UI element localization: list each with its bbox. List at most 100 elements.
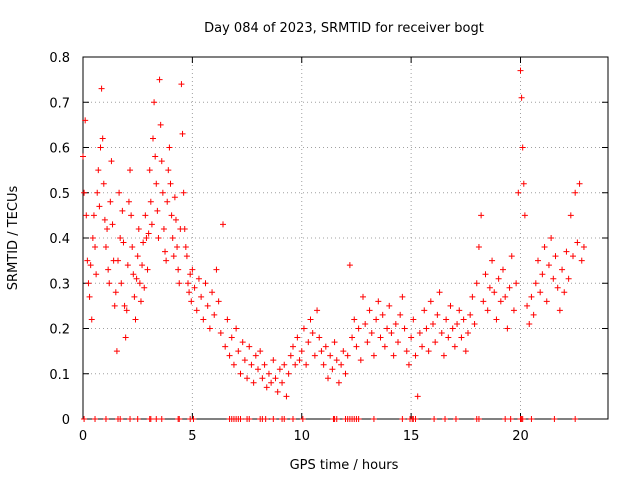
data-point xyxy=(552,253,559,260)
data-point xyxy=(440,352,447,359)
chart-title: Day 084 of 2023, SRMTID for receiver bog… xyxy=(204,21,484,36)
data-point xyxy=(123,307,130,314)
data-point xyxy=(493,316,500,323)
data-point xyxy=(386,302,393,309)
data-point xyxy=(532,280,539,287)
data-point xyxy=(156,76,163,83)
data-point xyxy=(92,244,99,251)
data-point xyxy=(171,194,178,201)
data-point xyxy=(377,334,384,341)
y-tick-label: 0.5 xyxy=(49,187,70,202)
data-point xyxy=(436,289,443,296)
data-point xyxy=(127,416,134,422)
data-point xyxy=(215,298,222,305)
x-axis-label: GPS time / hours xyxy=(290,458,399,473)
data-point xyxy=(141,284,148,291)
data-point xyxy=(168,212,175,219)
data-point xyxy=(524,302,531,309)
data-point xyxy=(482,271,489,278)
data-point xyxy=(102,244,109,251)
data-point xyxy=(285,370,292,377)
data-point xyxy=(333,416,340,422)
data-point xyxy=(283,393,290,400)
data-point xyxy=(172,216,179,223)
data-point xyxy=(497,298,504,305)
data-point xyxy=(384,325,391,332)
data-point xyxy=(262,416,269,422)
data-point xyxy=(309,330,316,337)
data-point xyxy=(99,135,106,142)
data-point xyxy=(164,198,171,205)
data-point xyxy=(165,167,172,174)
data-point xyxy=(92,416,99,422)
data-point xyxy=(390,352,397,359)
data-point xyxy=(224,316,231,323)
data-point xyxy=(104,225,111,232)
y-tick-label: 0.8 xyxy=(49,51,70,66)
data-point xyxy=(366,307,373,314)
data-point xyxy=(548,235,555,241)
data-point xyxy=(351,316,358,323)
data-point xyxy=(296,357,303,364)
data-point xyxy=(421,307,428,314)
y-tick-label: 0.7 xyxy=(49,96,70,111)
data-point xyxy=(146,167,153,174)
data-point xyxy=(102,416,109,422)
data-point xyxy=(431,416,438,422)
data-point xyxy=(143,235,150,241)
data-point xyxy=(121,302,128,309)
data-point xyxy=(105,266,112,273)
data-point xyxy=(480,298,487,305)
data-point xyxy=(178,81,185,88)
data-point xyxy=(86,293,93,300)
data-point xyxy=(84,257,91,264)
x-tick-label: 10 xyxy=(293,429,310,444)
data-point xyxy=(454,320,461,327)
data-point xyxy=(252,352,259,359)
data-point xyxy=(563,248,570,255)
data-point xyxy=(200,316,207,323)
data-point xyxy=(111,302,118,309)
data-point xyxy=(167,180,174,187)
data-point xyxy=(506,284,513,291)
data-point xyxy=(237,416,244,422)
data-point xyxy=(174,244,181,251)
data-point xyxy=(181,225,188,232)
data-point xyxy=(261,361,268,368)
data-point xyxy=(190,416,197,422)
data-point xyxy=(158,416,165,422)
data-point xyxy=(484,307,491,314)
y-tick-label: 0.2 xyxy=(49,323,70,338)
data-point xyxy=(265,370,272,377)
data-point xyxy=(507,416,514,422)
data-point xyxy=(462,348,469,355)
data-point xyxy=(193,307,200,314)
data-point xyxy=(530,311,537,318)
data-point xyxy=(550,275,557,282)
data-point xyxy=(338,361,345,368)
data-point xyxy=(401,325,408,332)
x-tick-label: 0 xyxy=(79,429,87,444)
data-point xyxy=(166,144,173,151)
data-point xyxy=(456,307,463,314)
data-point xyxy=(134,253,141,260)
data-point xyxy=(290,416,296,422)
data-point xyxy=(543,298,550,305)
data-point xyxy=(447,302,454,309)
data-point xyxy=(153,416,160,422)
data-point xyxy=(528,293,535,300)
data-point xyxy=(519,416,526,422)
data-point xyxy=(97,144,104,151)
data-point xyxy=(520,180,527,187)
data-point xyxy=(119,207,126,214)
data-point xyxy=(451,343,458,350)
data-point xyxy=(144,266,151,273)
y-tick-label: 0.4 xyxy=(49,232,70,247)
data-point xyxy=(478,212,485,219)
data-point xyxy=(222,343,229,350)
data-point xyxy=(305,339,312,346)
data-point xyxy=(331,339,338,346)
data-point xyxy=(465,330,471,337)
data-point xyxy=(526,320,533,327)
